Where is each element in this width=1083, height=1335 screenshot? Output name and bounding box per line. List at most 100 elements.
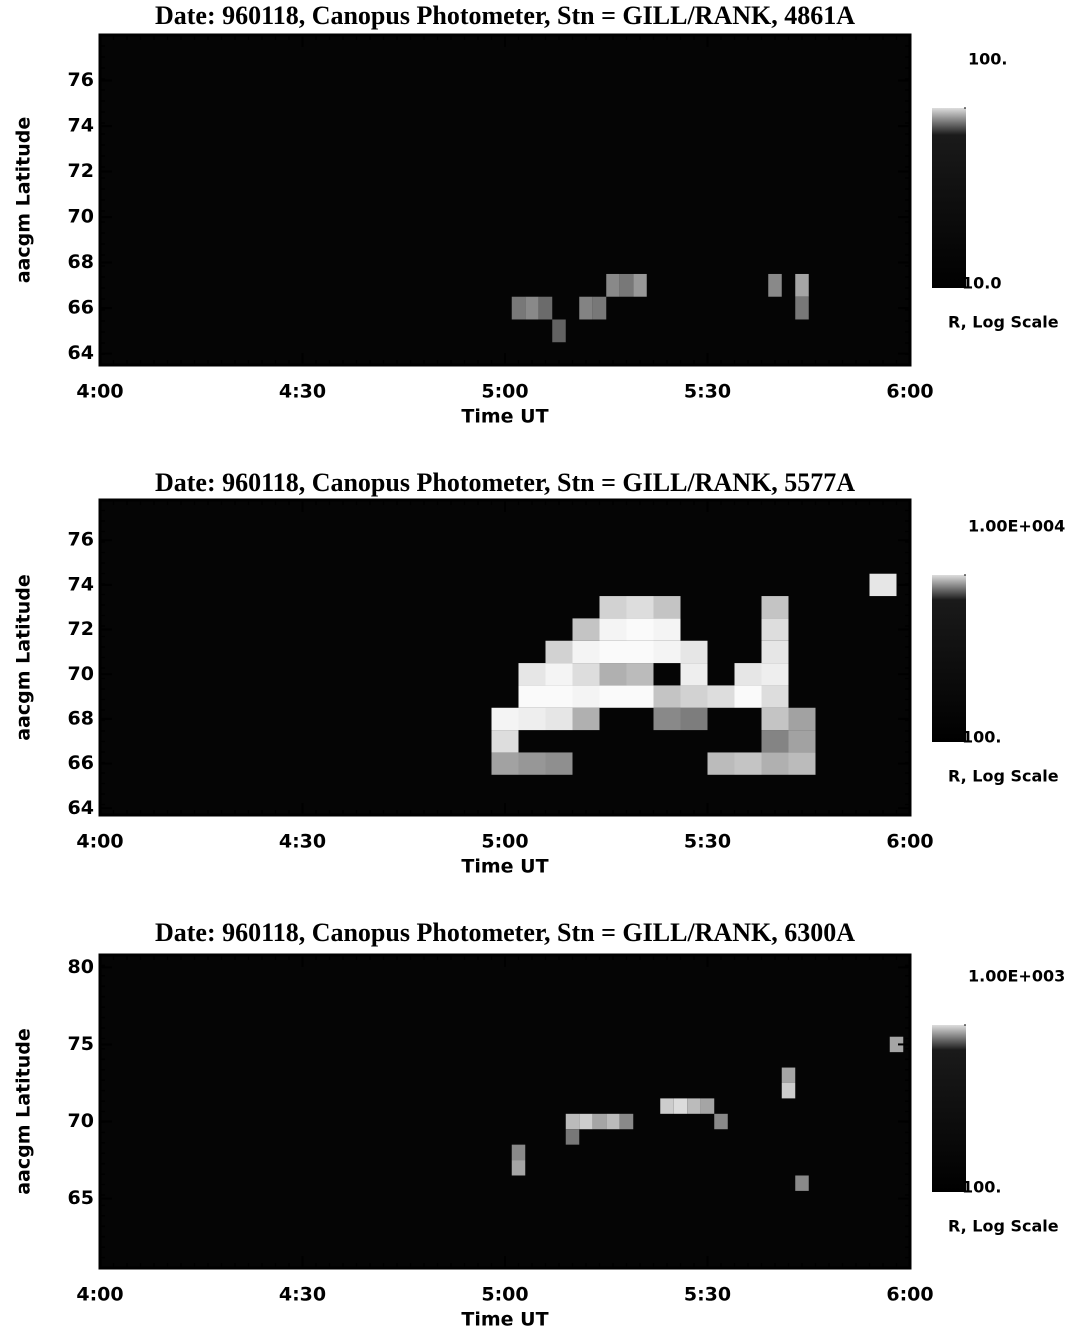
cell bbox=[626, 640, 654, 664]
cell bbox=[761, 752, 789, 775]
cell bbox=[572, 618, 600, 641]
cell bbox=[761, 707, 789, 731]
cell bbox=[889, 1036, 904, 1053]
cell bbox=[518, 685, 546, 708]
x-tick-label: 6:00 bbox=[886, 381, 933, 403]
cell bbox=[518, 707, 546, 731]
cell bbox=[599, 685, 627, 708]
cell bbox=[795, 273, 809, 297]
y-tick-label: 70 bbox=[68, 206, 94, 228]
cell bbox=[734, 663, 762, 686]
y-tick-label: 80 bbox=[68, 956, 94, 978]
y-tick-label: 76 bbox=[68, 69, 94, 91]
cell bbox=[511, 296, 526, 320]
y-tick-label: 72 bbox=[68, 618, 94, 640]
colorbar-tick-label: 1.00E+003 bbox=[968, 967, 1065, 986]
cell bbox=[592, 296, 607, 320]
x-tick-label: 5:00 bbox=[481, 1284, 528, 1306]
cell bbox=[761, 663, 789, 686]
cell bbox=[572, 707, 600, 731]
cell bbox=[511, 1144, 526, 1161]
colorbar-tick-label: 100. bbox=[962, 1178, 1001, 1197]
colorbar-tick-label: 1.00E+004 bbox=[968, 517, 1065, 536]
chart-title: Date: 960118, Canopus Photometer, Stn = … bbox=[155, 918, 855, 947]
cell bbox=[680, 685, 708, 708]
cell bbox=[653, 618, 681, 641]
cell bbox=[680, 663, 708, 686]
chart-title: Date: 960118, Canopus Photometer, Stn = … bbox=[155, 468, 855, 497]
colorbar bbox=[932, 108, 966, 288]
colorbar-label: R, Log Scale bbox=[948, 313, 1059, 332]
cell bbox=[599, 663, 627, 686]
cell bbox=[626, 618, 654, 641]
cell bbox=[626, 663, 654, 686]
y-tick-label: 65 bbox=[68, 1187, 94, 1209]
x-tick-label: 4:30 bbox=[279, 1284, 326, 1306]
y-tick-label: 74 bbox=[68, 115, 94, 137]
cell bbox=[660, 1098, 674, 1114]
x-tick-label: 4:00 bbox=[76, 381, 123, 403]
y-axis-label: aacgm Latitude bbox=[13, 574, 35, 741]
y-tick-label: 64 bbox=[68, 797, 94, 819]
y-axis-label: aacgm Latitude bbox=[13, 1028, 35, 1195]
cell bbox=[788, 752, 816, 775]
cell bbox=[619, 1113, 634, 1130]
x-tick-label: 6:00 bbox=[886, 831, 933, 853]
colorbar-tick-label: 100. bbox=[962, 728, 1001, 747]
y-tick-label: 74 bbox=[68, 573, 94, 595]
cell bbox=[761, 640, 789, 664]
cell bbox=[579, 296, 593, 320]
x-tick-label: 5:30 bbox=[684, 1284, 731, 1306]
cell bbox=[781, 1067, 796, 1083]
cell bbox=[619, 273, 634, 297]
cell bbox=[538, 296, 553, 320]
x-axis-label: Time UT bbox=[461, 856, 548, 878]
cell bbox=[788, 730, 816, 753]
cell bbox=[491, 730, 519, 753]
cell bbox=[565, 1129, 580, 1145]
x-tick-label: 5:30 bbox=[684, 831, 731, 853]
colorbar-tick-label: 100. bbox=[968, 50, 1007, 69]
cell bbox=[700, 1098, 715, 1114]
cell bbox=[673, 1098, 688, 1114]
x-tick-label: 6:00 bbox=[886, 1284, 933, 1306]
x-tick-label: 5:00 bbox=[481, 381, 528, 403]
plot-area bbox=[98, 953, 912, 1270]
cell bbox=[545, 663, 573, 686]
cell bbox=[633, 273, 647, 297]
cell bbox=[545, 685, 573, 708]
cell bbox=[626, 596, 654, 619]
y-tick-label: 70 bbox=[68, 663, 94, 685]
cell bbox=[653, 640, 681, 664]
x-axis-label: Time UT bbox=[461, 406, 548, 428]
x-tick-label: 4:30 bbox=[279, 381, 326, 403]
cell bbox=[592, 1113, 607, 1130]
cell bbox=[599, 640, 627, 664]
cell bbox=[788, 707, 816, 731]
cell bbox=[606, 273, 620, 297]
cell bbox=[795, 1175, 809, 1191]
cell bbox=[781, 1082, 796, 1099]
cell bbox=[768, 273, 782, 297]
cell bbox=[707, 685, 735, 708]
cell bbox=[491, 707, 519, 731]
cell bbox=[552, 319, 566, 343]
x-axis-label: Time UT bbox=[461, 1309, 548, 1331]
colorbar bbox=[932, 575, 966, 742]
cell bbox=[869, 573, 897, 597]
cell bbox=[545, 640, 573, 664]
y-tick-label: 75 bbox=[68, 1033, 94, 1055]
y-tick-label: 68 bbox=[68, 707, 94, 729]
y-axis-label: aacgm Latitude bbox=[13, 117, 35, 284]
cell bbox=[599, 596, 627, 619]
y-tick-label: 66 bbox=[68, 297, 94, 319]
cell bbox=[680, 640, 708, 664]
x-tick-label: 5:00 bbox=[481, 831, 528, 853]
cell bbox=[545, 752, 573, 775]
cell bbox=[714, 1113, 728, 1130]
cell bbox=[734, 685, 762, 708]
cell bbox=[572, 663, 600, 686]
x-tick-label: 5:30 bbox=[684, 381, 731, 403]
cell bbox=[761, 596, 789, 619]
